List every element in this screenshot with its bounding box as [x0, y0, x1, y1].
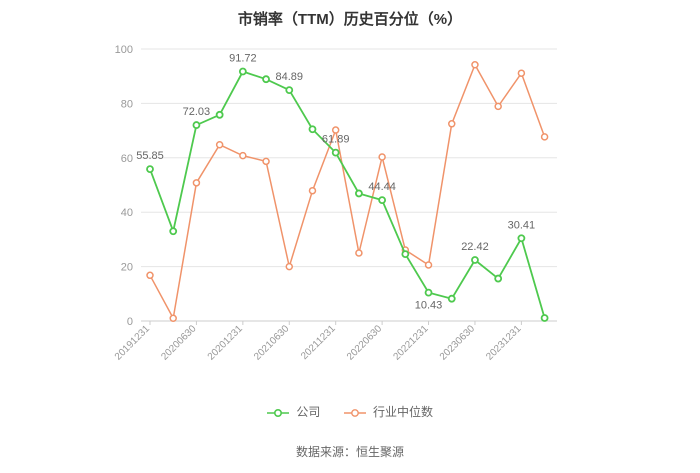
svg-text:55.85: 55.85 — [136, 150, 164, 162]
svg-text:20220630: 20220630 — [345, 323, 385, 363]
svg-text:30.41: 30.41 — [508, 219, 536, 231]
svg-text:20221231: 20221231 — [391, 323, 431, 363]
svg-text:84.89: 84.89 — [276, 71, 304, 83]
svg-text:20210630: 20210630 — [252, 323, 292, 363]
svg-text:20211231: 20211231 — [299, 323, 338, 362]
svg-text:20191231: 20191231 — [113, 323, 153, 363]
svg-text:44.44: 44.44 — [368, 181, 396, 193]
svg-text:40: 40 — [121, 207, 133, 219]
svg-text:20230630: 20230630 — [438, 323, 478, 363]
svg-text:10.43: 10.43 — [415, 300, 443, 312]
svg-text:20231231: 20231231 — [484, 323, 524, 363]
svg-text:22.42: 22.42 — [461, 241, 489, 253]
svg-text:0: 0 — [127, 316, 133, 328]
svg-text:20200630: 20200630 — [159, 323, 199, 363]
svg-text:72.03: 72.03 — [183, 106, 211, 118]
svg-text:20: 20 — [121, 262, 133, 274]
svg-text:61.89: 61.89 — [322, 134, 350, 146]
svg-text:91.72: 91.72 — [229, 53, 257, 65]
svg-text:20201231: 20201231 — [206, 323, 246, 363]
svg-text:100: 100 — [115, 44, 133, 56]
svg-text:80: 80 — [121, 98, 133, 110]
svg-text:60: 60 — [121, 153, 133, 165]
